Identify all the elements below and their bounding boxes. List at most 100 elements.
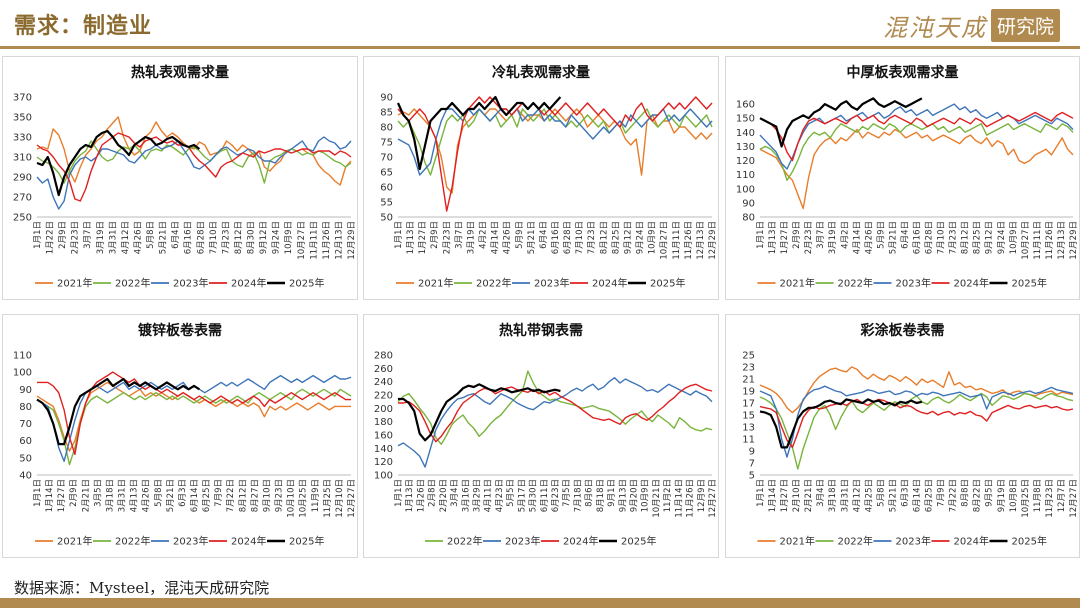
- x-tick-label: 9月19日: [997, 479, 1007, 512]
- y-tick-label: 160: [736, 100, 755, 111]
- legend-label: 2022年: [838, 535, 873, 548]
- series-line-2024年: [759, 111, 1074, 162]
- data-source: 数据来源：Mysteel，混沌天成研究院: [14, 579, 270, 597]
- y-tick-label: 280: [374, 351, 393, 362]
- x-tick-label: 8月12日: [961, 221, 971, 254]
- legend-label: 2022年: [115, 277, 150, 290]
- legend-label: 2025年: [289, 277, 324, 290]
- x-tick-label: 10月9日: [641, 479, 651, 512]
- logo-box: 研究院: [990, 8, 1060, 42]
- series-line-2022年: [397, 370, 713, 446]
- x-tick-label: 7月10日: [575, 221, 585, 254]
- x-tick-label: 9月10日: [262, 479, 272, 512]
- chart-svg: 热轧带钢表需 100 120 140 160 180 200 220 240 260 280 1月1日…: [374, 322, 718, 548]
- x-tick-label: 7月10日: [209, 221, 219, 254]
- y-tick-label: 90: [380, 93, 393, 104]
- x-tick-label: 8月12日: [599, 221, 609, 254]
- x-tick-label: 3月7日: [816, 221, 826, 249]
- x-tick-label: 3月5日: [93, 479, 103, 507]
- x-tick-label: 2月10日: [792, 479, 802, 512]
- x-tick-label: 5月9日: [515, 221, 525, 249]
- y-tick-label: 60: [380, 183, 393, 194]
- x-tick-label: 1月1日: [756, 221, 766, 249]
- x-tick-label: 4月12日: [852, 479, 862, 512]
- y-tick-label: 70: [380, 153, 393, 164]
- x-tick-label: 1月27日: [418, 221, 428, 254]
- legend-label: 2025年: [1012, 277, 1047, 290]
- y-tick-label: 90: [742, 198, 755, 209]
- y-tick-label: 200: [374, 404, 393, 415]
- chart-panel-hot-rolled: 热轧表观需求量 250 270 290 310 330 350 370 1月1日 1月22日 2月9…: [2, 56, 358, 300]
- x-tick-label: 5月8日: [146, 221, 156, 249]
- legend-label: 2021年: [57, 277, 92, 290]
- x-tick-label: 2月21日: [804, 479, 814, 512]
- x-tick-label: 5月5日: [506, 479, 516, 507]
- chart-title: 热轧带钢表需: [499, 322, 583, 339]
- x-tick-label: 8月30日: [247, 221, 257, 254]
- x-tick-label: 1月13日: [768, 221, 778, 254]
- series-line-2024年: [398, 383, 713, 443]
- x-tick-label: 6月4日: [900, 221, 910, 249]
- x-tick-label: 11月23日: [1045, 479, 1055, 518]
- x-tick-label: 6月28日: [196, 221, 206, 254]
- series-line-2025年: [759, 398, 923, 449]
- x-tick-label: 6月25日: [202, 479, 212, 512]
- x-tick-label: 6月28日: [925, 221, 935, 254]
- x-tick-label: 3月18日: [105, 479, 115, 512]
- x-tick-label: 5月30日: [529, 479, 539, 512]
- x-tick-label: 12月13日: [334, 221, 344, 260]
- y-tick-label: 60: [19, 436, 32, 447]
- y-tick-label: 85: [380, 108, 393, 119]
- x-tick-label: 12月27日: [1069, 479, 1079, 518]
- x-tick-label: 12月7日: [1057, 479, 1067, 512]
- x-tick-label: 12月13日: [1057, 221, 1067, 260]
- x-tick-label: 4月2日: [479, 221, 489, 249]
- x-tick-label: 11月2日: [663, 479, 673, 512]
- x-tick-label: 10月27日: [660, 221, 670, 260]
- x-tick-label: 4月12日: [121, 221, 131, 254]
- series-line-2022年: [36, 388, 352, 466]
- legend-label: 2023年: [173, 535, 208, 548]
- x-tick-label: 3月31日: [118, 479, 128, 512]
- x-tick-label: 10月25日: [299, 479, 309, 518]
- chart-panel-strip: 热轧带钢表需 100 120 140 160 180 200 220 240 260 280 1月1日…: [363, 314, 719, 558]
- y-tick-label: 140: [736, 128, 755, 139]
- x-tick-label: 10月25日: [1021, 479, 1031, 518]
- x-tick-label: 3月19日: [828, 221, 838, 254]
- chart-title: 热轧表观需求量: [131, 64, 229, 81]
- logo: 混沌天成 研究院: [883, 8, 1060, 42]
- x-tick-label: 8月8日: [961, 479, 971, 507]
- y-tick-label: 25: [742, 351, 755, 362]
- x-tick-label: 3月4日: [816, 479, 826, 507]
- x-tick-label: 9月24日: [997, 221, 1007, 254]
- x-tick-label: 5月17日: [517, 479, 527, 512]
- y-tick-label: 160: [374, 431, 393, 442]
- x-tick-label: 1月13日: [406, 221, 416, 254]
- y-tick-label: 330: [13, 133, 32, 144]
- x-tick-label: 1月1日: [756, 479, 766, 507]
- y-tick-label: 110: [736, 170, 755, 181]
- y-tick-label: 130: [736, 142, 755, 153]
- x-tick-label: 6月23日: [551, 479, 561, 512]
- series-line-2023年: [759, 385, 1074, 458]
- x-tick-label: 4月26日: [142, 479, 152, 512]
- x-tick-label: 9月5日: [985, 479, 995, 507]
- x-tick-label: 7月5日: [562, 479, 572, 507]
- series-line-2022年: [759, 123, 1074, 182]
- x-tick-label: 10月9日: [1009, 221, 1019, 254]
- series-line-2024年: [36, 132, 352, 202]
- chart-title: 镀锌板卷表需: [138, 322, 222, 339]
- x-tick-label: 3月7日: [454, 221, 464, 249]
- x-tick-label: 10月8日: [1009, 479, 1019, 512]
- y-tick-label: 140: [374, 444, 393, 455]
- x-tick-label: 1月1日: [33, 479, 43, 507]
- x-tick-label: 1月1日: [394, 479, 404, 507]
- x-tick-label: 5月9日: [876, 221, 886, 249]
- x-tick-label: 3月19日: [466, 221, 476, 254]
- x-tick-label: 8月6日: [585, 479, 595, 507]
- legend-label: 2022年: [838, 277, 873, 290]
- x-tick-label: 12月27日: [347, 479, 357, 518]
- x-tick-label: 6月25日: [925, 479, 935, 512]
- y-tick-label: 13: [742, 423, 755, 434]
